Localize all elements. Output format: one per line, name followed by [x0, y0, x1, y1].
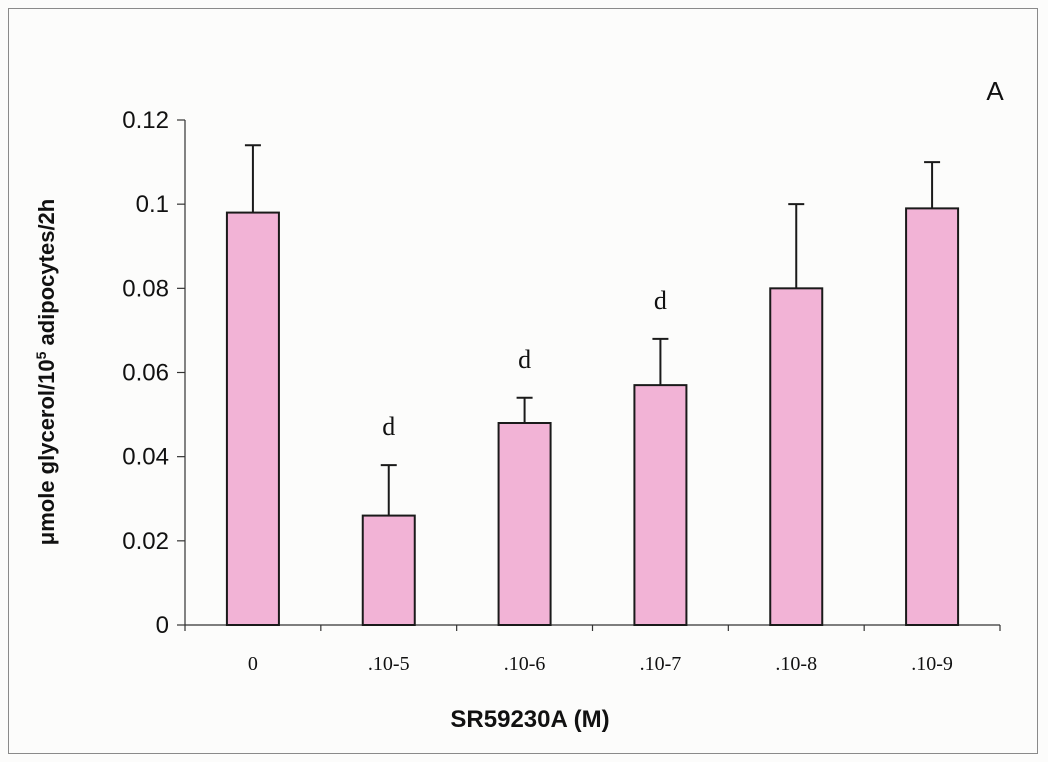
bar — [769, 287, 824, 626]
axes — [177, 119, 1001, 631]
y-tick-label: 0 — [156, 612, 169, 639]
y-tick-labels: 0 0.02 0.04 0.06 0.08 0.1 0.12 — [122, 107, 169, 639]
bar — [905, 207, 960, 626]
x-tick-labels: 0 .10-5 .10-6 .10-7 .10-8 .10-9 — [248, 653, 953, 675]
annotations: d d d — [382, 286, 667, 441]
error-bars — [244, 144, 941, 516]
bar — [633, 384, 688, 626]
bar — [225, 211, 280, 626]
significance-label: d — [518, 345, 531, 374]
y-tick-label: 0.1 — [136, 191, 169, 218]
x-tick-label: .10-9 — [911, 653, 953, 675]
y-tick-label: 0.02 — [122, 528, 169, 555]
panel-label: A — [986, 76, 1004, 106]
y-axis-label-prefix: μmole glycerol/10 — [34, 359, 59, 545]
y-tick-label: 0.06 — [122, 360, 169, 387]
bars — [225, 207, 960, 626]
significance-label: d — [654, 286, 667, 315]
chart-frame — [8, 8, 1038, 754]
x-tick-label: .10-8 — [775, 653, 817, 675]
x-tick-label: .10-5 — [368, 653, 410, 675]
y-tick-label: 0.08 — [122, 275, 169, 302]
y-tick-label: 0.04 — [122, 444, 169, 471]
bar — [361, 514, 416, 626]
y-tick-label: 0.12 — [122, 107, 169, 134]
y-axis-label: μmole glycerol/105 adipocytes/2h — [33, 199, 59, 546]
y-axis-label-suffix: adipocytes/2h — [34, 199, 59, 352]
significance-label: d — [382, 412, 395, 441]
x-axis-label: SR59230A (M) — [450, 706, 609, 733]
y-axis-label-superscript: 5 — [33, 351, 49, 359]
bar — [497, 422, 552, 626]
x-tick-label: 0 — [248, 653, 258, 675]
x-tick-label: .10-6 — [504, 653, 546, 675]
x-tick-label: .10-7 — [640, 653, 682, 675]
